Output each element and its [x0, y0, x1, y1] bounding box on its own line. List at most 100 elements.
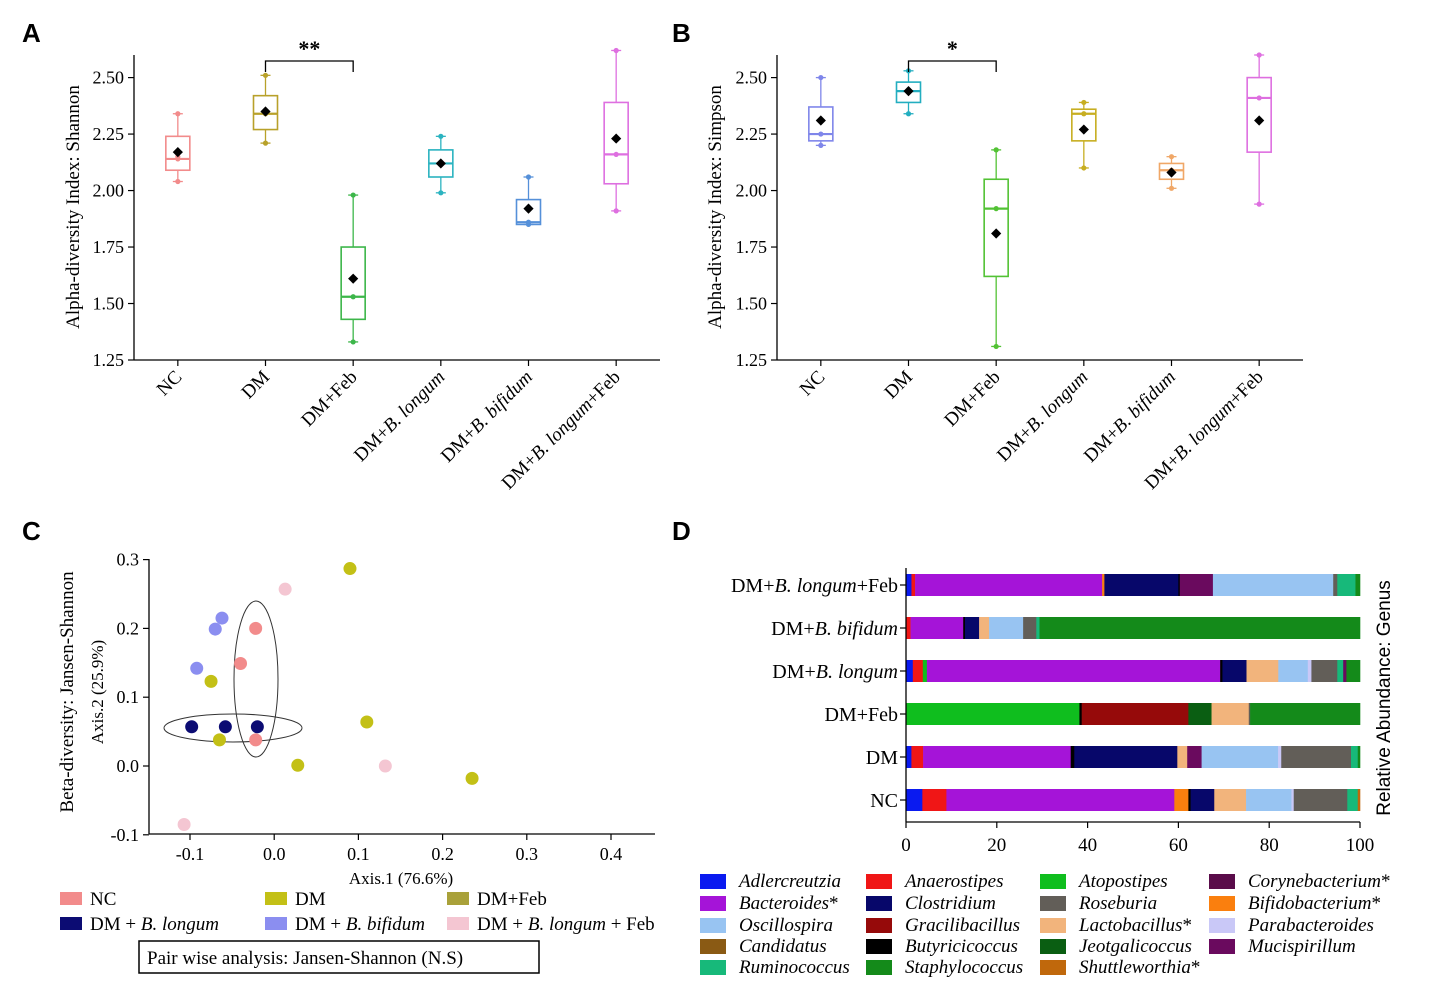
bar-segment [923, 746, 1071, 768]
scatter-point [249, 621, 263, 635]
x-tick-label: 40 [1078, 835, 1097, 856]
stacked-bar: DM+B. longum+Feb [731, 574, 1361, 597]
box [252, 94, 279, 131]
legend-label: Bifidobacterium* [1248, 893, 1381, 914]
label-part-1: B. bifidum [466, 367, 537, 438]
legend-swatch [1040, 896, 1066, 911]
significance-label: ** [298, 36, 320, 61]
bar-label: NC [870, 790, 898, 812]
x-tick-label: 0.3 [516, 844, 539, 864]
bar-segment [1246, 660, 1279, 682]
panel-letter: A [22, 18, 41, 48]
box [1158, 162, 1185, 181]
bar-segment [1307, 660, 1312, 682]
legend-label: NC [90, 889, 116, 910]
x-tick-label: DM+B. longum [993, 367, 1092, 466]
legend-label: Shuttleworthia* [1079, 957, 1200, 978]
legend-swatch [700, 960, 726, 975]
scatter-point [215, 611, 229, 625]
legend-swatch [700, 939, 726, 954]
label-part-1: B. bifidum [1109, 367, 1180, 438]
label-part-0: Butyricicoccus [905, 936, 1018, 957]
scatter-point [465, 771, 479, 785]
bar-label: DM+Feb [824, 704, 898, 726]
mean-marker [1078, 124, 1089, 135]
right-axis-title: Relative Abundance: Genus [1374, 580, 1395, 816]
scatter-point [204, 674, 218, 688]
y-tick-label: 0.1 [117, 687, 140, 707]
legend-item: DM + B. longum [60, 914, 219, 935]
legend-item: Adlercreutzia [700, 871, 841, 892]
box-group: DM+B. bifidum [437, 174, 542, 467]
bar-segment [1179, 574, 1214, 596]
x-tick-label: 0.4 [600, 844, 623, 864]
label-part-0: DM [866, 747, 898, 769]
bar-segment [1104, 574, 1179, 596]
panel-A: A 1.25 1.50 1.75 2.00 2.25 2.50 Alpha-diversity… [22, 18, 660, 494]
box-group: DM+Feb [940, 147, 1009, 431]
legend-item: Mucispirillum [1209, 936, 1356, 957]
legend-item: Corynebacterium* [1209, 871, 1390, 892]
x-tick-label: DM [238, 367, 275, 404]
bar-segment [1291, 789, 1295, 811]
label-part-0: DM+Feb [477, 889, 547, 910]
label-part-2: +Feb [857, 575, 898, 597]
box-group: DM+B. longum+Feb [498, 47, 629, 494]
label-part-0: Bifidobacterium [1248, 893, 1371, 914]
bar-segment [911, 746, 924, 768]
bar-segment [965, 617, 980, 639]
bar-segment [979, 617, 990, 639]
mean-marker [991, 228, 1002, 239]
x-tick-label: 80 [1260, 835, 1279, 856]
legend-item: Parabacteroides [1209, 915, 1374, 936]
data-point [818, 142, 824, 148]
x-tick-label: DM+B. bifidum [1080, 367, 1180, 467]
legend-item: Jeotgalicoccus [1040, 936, 1192, 957]
legend-item: Butyricicoccus [866, 936, 1018, 957]
data-point [1081, 99, 1087, 106]
data-point [1081, 111, 1087, 117]
legend-item: Candidatus [700, 936, 827, 957]
x-tick-label: DM [881, 367, 918, 404]
box [1246, 76, 1272, 153]
legend-swatch [60, 917, 82, 930]
y-axis-title: Axis.2 (25.9%) [88, 640, 107, 744]
scatter-point [190, 661, 204, 675]
bar-segment [906, 574, 912, 596]
data-point [993, 343, 999, 350]
bar-label: DM+B. bifidum [771, 618, 898, 640]
label-part-0: DM+ [731, 575, 775, 597]
bar-segment [1333, 574, 1338, 596]
label-part-1: B. longum [141, 914, 219, 935]
legend-label: Adlercreutzia [737, 871, 841, 892]
label-part-1: B. longum [816, 661, 898, 683]
mean-marker [1254, 115, 1265, 126]
scatter-point [360, 715, 374, 729]
y-axis-title: Alpha-diversity Index: Shannon [63, 85, 84, 329]
mean-marker [260, 106, 271, 117]
label-part-0: Gracilibacillus [905, 915, 1020, 936]
legend-label: Mucispirillum [1247, 936, 1356, 957]
y-axis-title: Alpha-diversity Index: Simpson [705, 85, 726, 329]
stacked-bar: DM [866, 746, 1361, 769]
scatter-point [177, 817, 191, 831]
label-part-0: Mucispirillum [1247, 936, 1356, 957]
legend-swatch [447, 917, 469, 930]
significance-bracket [264, 60, 354, 72]
label-part-1: B. longum [527, 394, 597, 464]
mean-marker [348, 273, 359, 284]
label-part-0: DM + [90, 914, 141, 935]
significance-label: * [947, 36, 958, 61]
stacked-bar: DM+B. bifidum [771, 617, 1361, 640]
bar-segment [1281, 746, 1352, 768]
y-tick-label: 1.75 [93, 237, 125, 257]
bar-label: DM+B. longum [772, 661, 898, 683]
legend-label: Corynebacterium* [1248, 871, 1390, 892]
scatter-point [208, 622, 222, 636]
label-part-0: DM [881, 367, 918, 404]
bar-segment [1357, 746, 1361, 768]
scatter-point [249, 733, 263, 747]
label-part-0: Shuttleworthia [1079, 957, 1191, 978]
label-part-1: B. bifidum [346, 914, 425, 935]
label-part-1: B. bifidum [815, 618, 898, 640]
